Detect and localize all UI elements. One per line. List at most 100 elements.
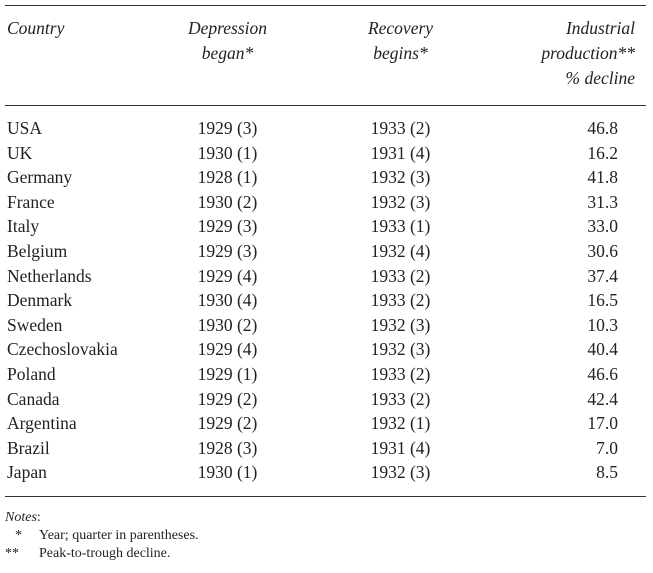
- cell-began: 1929 (3): [197, 118, 258, 138]
- cell-decline: 30.6: [587, 240, 618, 261]
- cell-decline: 40.4: [587, 339, 618, 360]
- note-text: Peak-to-trough decline.: [39, 546, 171, 561]
- table-row: Argentina 1929 (2) 1932 (1) 17.0: [0, 411, 653, 436]
- cell-country: Japan: [7, 462, 47, 483]
- header-decline-line1: Industrial: [565, 18, 635, 38]
- cell-recovery: 1933 (2): [370, 290, 431, 311]
- cell-country: USA: [7, 118, 43, 138]
- cell-country: UK: [7, 142, 33, 163]
- header-country-label: Country: [7, 18, 65, 38]
- notes-title: Notes: [5, 510, 37, 525]
- table-row: UK 1930 (1) 1931 (4) 16.2: [0, 141, 653, 166]
- cell-country: Germany: [7, 167, 73, 188]
- table-row: Germany 1928 (1) 1932 (3) 41.8: [0, 165, 653, 190]
- cell-recovery: 1933 (2): [370, 388, 431, 409]
- cell-country: Canada: [7, 388, 60, 409]
- cell-decline: 46.8: [587, 118, 618, 138]
- table-bottom-rule: [5, 496, 646, 498]
- header-began-line2: began*: [201, 43, 254, 63]
- cell-recovery: 1933 (2): [370, 265, 431, 286]
- table-row: Denmark 1930 (4) 1933 (2) 16.5: [0, 288, 653, 313]
- cell-began: 1928 (1): [197, 167, 258, 188]
- table-row: Canada 1929 (2) 1933 (2) 42.4: [0, 387, 653, 412]
- cell-decline: 17.0: [587, 413, 618, 434]
- cell-recovery: 1933 (2): [370, 118, 431, 138]
- cell-decline: 33.0: [587, 216, 618, 237]
- cell-country: Belgium: [7, 240, 68, 261]
- cell-country: Argentina: [7, 413, 77, 434]
- cell-began: 1929 (4): [197, 339, 258, 360]
- header-industrial-decline: Industrial production** % decline: [541, 16, 635, 91]
- cell-began: 1929 (2): [197, 413, 258, 434]
- cell-decline: 42.4: [587, 388, 618, 409]
- cell-country: Netherlands: [7, 265, 92, 286]
- table-row: Japan 1930 (1) 1932 (3) 8.5: [0, 460, 653, 485]
- cell-recovery: 1932 (3): [370, 314, 431, 335]
- cell-recovery: 1933 (1): [370, 216, 431, 237]
- header-recovery-begins: Recovery begins*: [313, 16, 488, 66]
- cell-began: 1929 (3): [197, 216, 258, 237]
- cell-recovery: 1932 (3): [370, 462, 431, 483]
- cell-country: Czechoslovakia: [7, 339, 118, 360]
- cell-began: 1929 (4): [197, 265, 258, 286]
- header-recovery-line1: Recovery: [367, 18, 434, 38]
- cell-decline: 37.4: [587, 265, 618, 286]
- cell-decline: 10.3: [587, 314, 618, 335]
- header-depression-began: Depression began*: [140, 16, 315, 66]
- note-item: ** Peak-to-trough decline.: [5, 545, 170, 563]
- cell-recovery: 1932 (3): [370, 339, 431, 360]
- cell-decline: 46.6: [587, 363, 618, 384]
- cell-began: 1930 (2): [197, 314, 258, 335]
- table-row: France 1930 (2) 1932 (3) 31.3: [0, 190, 653, 215]
- header-bottom-rule: [5, 105, 646, 107]
- cell-decline: 16.5: [587, 290, 618, 311]
- header-began-line1: Depression: [187, 18, 268, 38]
- data-table: USA 1929 (3) 1933 (2) 46.8 UK 1930 (1) 1931 (…: [0, 116, 653, 485]
- note-mark: *: [15, 528, 22, 543]
- notes-colon: :: [36, 510, 41, 525]
- cell-decline: 7.0: [596, 437, 618, 458]
- header-decline-line2: production**: [541, 43, 635, 63]
- cell-decline: 41.8: [587, 167, 618, 188]
- table-row: Italy 1929 (3) 1933 (1) 33.0: [0, 214, 653, 239]
- cell-began: 1930 (1): [197, 462, 258, 483]
- header-country: Country: [7, 16, 64, 41]
- cell-recovery: 1932 (4): [370, 240, 431, 261]
- cell-recovery: 1932 (3): [370, 191, 431, 212]
- cell-country: Poland: [7, 363, 56, 384]
- note-mark: **: [5, 546, 19, 561]
- cell-decline: 8.5: [596, 462, 618, 483]
- cell-recovery: 1931 (4): [370, 142, 431, 163]
- table-row: USA 1929 (3) 1933 (2) 46.8: [0, 116, 653, 141]
- cell-began: 1930 (1): [197, 142, 258, 163]
- note-item: * Year; quarter in parentheses.: [5, 527, 199, 545]
- cell-began: 1930 (4): [197, 290, 258, 311]
- notes-heading: Notes:: [5, 509, 41, 527]
- cell-began: 1929 (2): [197, 388, 258, 409]
- cell-decline: 31.3: [587, 191, 618, 212]
- table-row: Belgium 1929 (3) 1932 (4) 30.6: [0, 239, 653, 264]
- table-notes: Notes: * Year; quarter in parentheses. **…: [5, 509, 199, 563]
- table-row: Poland 1929 (1) 1933 (2) 46.6: [0, 362, 653, 387]
- note-text: Year; quarter in parentheses.: [39, 528, 199, 543]
- cell-country: Brazil: [7, 437, 50, 458]
- cell-began: 1928 (3): [197, 437, 258, 458]
- cell-recovery: 1932 (1): [370, 413, 431, 434]
- header-decline-line3: % decline: [565, 68, 635, 88]
- cell-recovery: 1932 (3): [370, 167, 431, 188]
- cell-began: 1929 (1): [197, 363, 258, 384]
- cell-recovery: 1933 (2): [370, 363, 431, 384]
- cell-country: Denmark: [7, 290, 73, 311]
- header-recovery-line2: begins*: [373, 43, 428, 63]
- cell-began: 1929 (3): [197, 240, 258, 261]
- table-row: Netherlands 1929 (4) 1933 (2) 37.4: [0, 264, 653, 289]
- cell-decline: 16.2: [587, 142, 618, 163]
- cell-country: Italy: [7, 216, 40, 237]
- table-top-rule: [5, 5, 646, 7]
- cell-country: Sweden: [7, 314, 63, 335]
- table-row: Brazil 1928 (3) 1931 (4) 7.0: [0, 436, 653, 461]
- table-row: Czechoslovakia 1929 (4) 1932 (3) 40.4: [0, 337, 653, 362]
- cell-recovery: 1931 (4): [370, 437, 431, 458]
- table-row: Sweden 1930 (2) 1932 (3) 10.3: [0, 313, 653, 338]
- cell-country: France: [7, 191, 55, 212]
